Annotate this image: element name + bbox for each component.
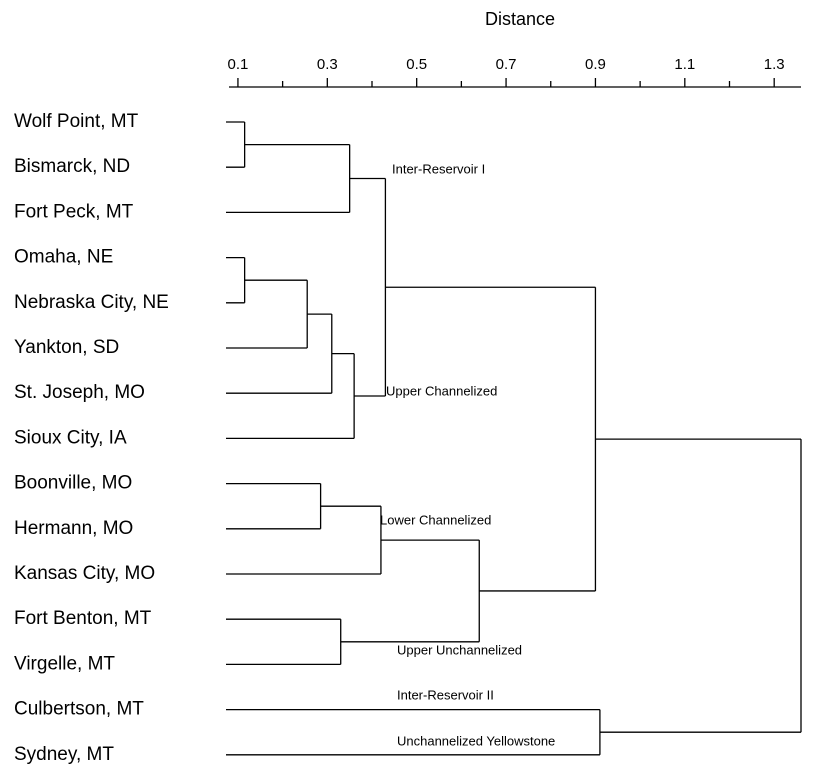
x-tick-label: 0.9 — [585, 56, 606, 73]
leaf-label: Wolf Point, MT — [14, 111, 139, 132]
leaf-label: Sioux City, IA — [14, 427, 127, 448]
leaf-label: Boonville, MO — [14, 473, 132, 494]
annotation: Lower Channelized — [380, 512, 491, 527]
leaf-label: Yankton, SD — [14, 337, 119, 358]
annotation: Upper Channelized — [386, 383, 497, 398]
x-tick-label: 1.1 — [674, 56, 695, 73]
leaf-label: Virgelle, MT — [14, 653, 115, 674]
annotation: Upper Unchannelized — [397, 642, 522, 657]
leaf-label: Omaha, NE — [14, 247, 113, 268]
leaf-label: St. Joseph, MO — [14, 382, 145, 403]
leaf-label: Kansas City, MO — [14, 563, 155, 584]
annotation: Unchannelized Yellowstone — [397, 733, 555, 748]
leaf-label: Sydney, MT — [14, 744, 114, 765]
leaf-label: Bismarck, ND — [14, 156, 130, 177]
leaf-label: Hermann, MO — [14, 518, 133, 539]
x-tick-label: 0.3 — [317, 56, 338, 73]
leaf-label: Fort Benton, MT — [14, 608, 152, 629]
leaf-label: Fort Peck, MT — [14, 201, 134, 222]
leaf-label: Culbertson, MT — [14, 699, 144, 720]
leaf-label: Nebraska City, NE — [14, 292, 169, 313]
annotation: Inter-Reservoir I — [392, 161, 485, 176]
axis-title: Distance — [485, 9, 555, 29]
x-tick-label: 0.7 — [496, 56, 517, 73]
annotation: Inter-Reservoir II — [397, 687, 494, 702]
x-tick-label: 1.3 — [764, 56, 785, 73]
x-tick-label: 0.5 — [406, 56, 427, 73]
x-tick-label: 0.1 — [228, 56, 249, 73]
